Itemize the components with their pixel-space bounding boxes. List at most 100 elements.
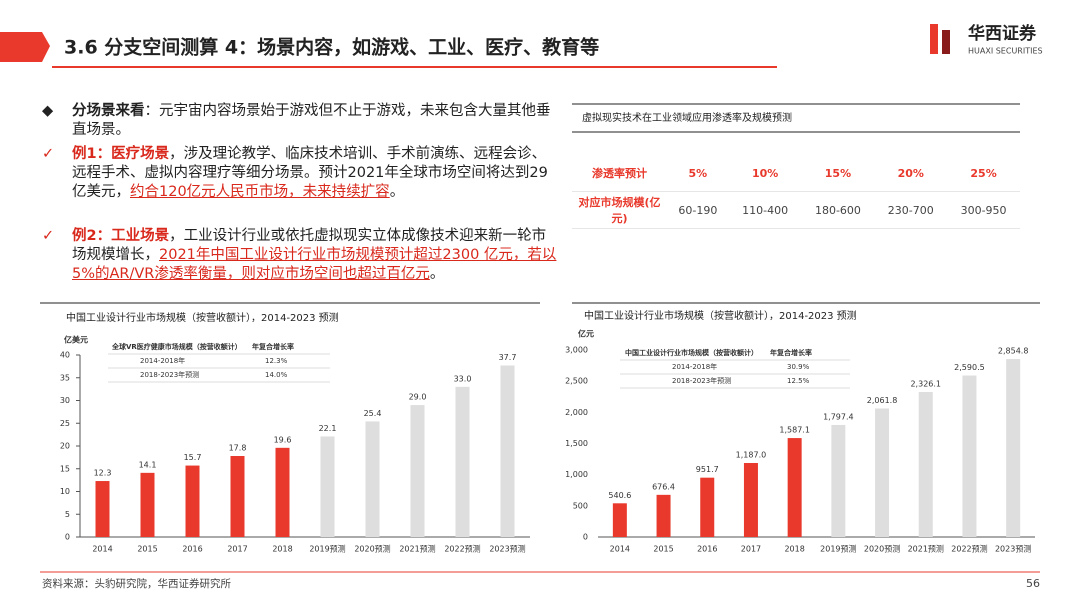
bar bbox=[410, 405, 425, 537]
bar bbox=[320, 436, 335, 537]
bullet: ✓ 例2：工业场景，工业设计行业或依托虚拟现实立体成像技术迎来新一轮市场规模增长，… bbox=[42, 228, 557, 282]
bullet-text: 。 bbox=[389, 184, 405, 200]
value-label: 37.7 bbox=[499, 353, 517, 362]
y-tick-label: 5 bbox=[65, 510, 70, 519]
value-label: 2,326.1 bbox=[910, 380, 941, 389]
value-label: 2,590.5 bbox=[954, 363, 985, 372]
y-tick-label: 500 bbox=[573, 501, 588, 510]
legend-cell: 14.0% bbox=[265, 371, 288, 379]
x-tick-label: 2023预测 bbox=[489, 544, 525, 554]
table-cell: 110-400 bbox=[728, 191, 802, 229]
value-label: 951.7 bbox=[696, 465, 719, 474]
bullet: ◆ 分场景来看：元宇宙内容场景始于游戏但不止于游戏，未来包含大量其他垂直场景。 bbox=[42, 103, 551, 138]
legend-cell: 2014-2018年 bbox=[140, 356, 185, 365]
value-label: 14.1 bbox=[139, 460, 157, 469]
forecast-table: 渗透率预计 5% 10% 15% 20% 25% 对应市场规模(亿元) 60-190 110-4… bbox=[572, 155, 1020, 229]
value-label: 22.1 bbox=[319, 424, 337, 433]
y-tick-label: 35 bbox=[60, 373, 70, 382]
x-tick-label: 2021预测 bbox=[399, 544, 435, 554]
value-label: 15.7 bbox=[184, 453, 202, 462]
legend-header: 中国工业设计行业市场规模（按营收额计） bbox=[625, 348, 758, 357]
value-label: 676.4 bbox=[652, 482, 675, 491]
bar bbox=[455, 386, 470, 537]
bullet-text: ，涉及理论教学、临床技术培训、手术前演练、远程会诊、远程手术、虚拟内容理疗等细分… bbox=[72, 146, 548, 200]
y-tick-label: 0 bbox=[65, 533, 70, 542]
x-tick-label: 2016 bbox=[697, 545, 717, 554]
legend-cell: 12.3% bbox=[265, 357, 288, 365]
x-tick-label: 2022预测 bbox=[951, 544, 987, 554]
value-label: 1,587.1 bbox=[779, 426, 810, 435]
legend-header: 年复合增长率 bbox=[770, 348, 812, 357]
x-tick-label: 2018 bbox=[784, 545, 804, 554]
logo-name: 华西证券 bbox=[968, 23, 1037, 44]
bar bbox=[700, 477, 715, 537]
bar bbox=[743, 463, 758, 537]
y-tick-label: 10 bbox=[60, 487, 70, 496]
value-label: 1,797.4 bbox=[823, 412, 854, 421]
table-cell: 180-600 bbox=[801, 191, 875, 229]
bullet-text: ，工业设计行业或依托虚拟现实立体成像技术迎来新一轮市场规模增长， bbox=[72, 228, 547, 263]
bar bbox=[140, 472, 155, 537]
y-tick-label: 30 bbox=[60, 396, 70, 405]
legend-cell: 2018-2023年预测 bbox=[140, 370, 199, 379]
bar bbox=[185, 465, 200, 537]
table-cell: 230-700 bbox=[874, 191, 948, 229]
y-tick-label: 20 bbox=[60, 442, 70, 451]
bar bbox=[1006, 359, 1021, 537]
value-label: 33.0 bbox=[454, 374, 472, 383]
value-label: 1,187.0 bbox=[736, 451, 767, 460]
table-cell: 10% bbox=[728, 155, 802, 192]
bullet-highlight: 约合120亿元人民币市场，未来持续扩容 bbox=[130, 184, 390, 200]
legend-cell: 2014-2018年 bbox=[672, 362, 717, 371]
x-tick-label: 2020预测 bbox=[354, 544, 390, 554]
table-row: 对应市场规模(亿元) 60-190 110-400 180-600 230-700 300… bbox=[572, 191, 1020, 229]
bullet-text: ：元宇宙内容场景始于游戏但不止于游戏，未来包含大量其他垂直场景。 bbox=[72, 103, 551, 138]
table-cell: 15% bbox=[801, 155, 875, 192]
bullet-lead: 例1：医疗场景 bbox=[72, 146, 170, 162]
value-label: 19.6 bbox=[274, 435, 292, 444]
value-label: 12.3 bbox=[94, 469, 112, 478]
table-cell: 渗透率预计 bbox=[572, 155, 667, 192]
y-tick-label: 15 bbox=[60, 464, 70, 473]
bar bbox=[500, 365, 515, 537]
bullet-highlight: 2021年中国工业设计行业市场规模预计超过2300 亿元，若以5%的AR/VR渗… bbox=[72, 247, 557, 282]
axis-unit: 亿元 bbox=[578, 329, 594, 339]
bar bbox=[787, 438, 802, 537]
table-cell: 60-190 bbox=[667, 191, 729, 229]
table-cell: 5% bbox=[667, 155, 729, 192]
bar bbox=[612, 503, 627, 537]
table-cell: 25% bbox=[947, 155, 1020, 192]
x-tick-label: 2015 bbox=[653, 545, 673, 554]
x-tick-label: 2014 bbox=[610, 545, 630, 554]
chart-title: 中国工业设计行业市场规模（按营收额计），2014-2023 预测 bbox=[584, 309, 857, 322]
x-tick-label: 2016 bbox=[182, 545, 202, 554]
footer-source: 资料来源：头豹研究院，华西证券研究所 bbox=[42, 577, 231, 590]
bar bbox=[918, 392, 933, 537]
bullet: ✓ 例1：医疗场景，涉及理论教学、临床技术培训、手术前演练、远程会诊、远程手术、虚… bbox=[42, 146, 548, 200]
value-label: 2,061.8 bbox=[867, 396, 898, 405]
legend-header: 年复合增长率 bbox=[252, 342, 294, 351]
bullet-text: 。 bbox=[429, 266, 445, 282]
logo-mark bbox=[930, 24, 938, 54]
table-title: 虚拟现实技术在工业领域应用渗透率及规模预测 bbox=[582, 111, 792, 124]
bullet-lead: 例2：工业场景 bbox=[72, 228, 170, 244]
x-tick-label: 2019预测 bbox=[309, 544, 345, 554]
x-tick-label: 2020预测 bbox=[864, 544, 900, 554]
bullet-lead: 分场景来看 bbox=[72, 103, 145, 119]
slide-title: 3.6 分支空间测算 4：场景内容，如游戏、工业、医疗、教育等 bbox=[64, 36, 599, 59]
value-label: 540.6 bbox=[608, 491, 631, 500]
chart-title: 中国工业设计行业市场规模（按营收额计），2014-2023 预测 bbox=[66, 311, 339, 324]
y-tick-label: 1,500 bbox=[565, 439, 588, 448]
value-label: 2,854.8 bbox=[998, 347, 1029, 356]
x-tick-label: 2014 bbox=[92, 545, 112, 554]
x-tick-label: 2019预测 bbox=[820, 544, 856, 554]
legend-cell: 2018-2023年预测 bbox=[672, 376, 731, 385]
y-tick-label: 2,500 bbox=[565, 377, 588, 386]
table-cell: 20% bbox=[874, 155, 948, 192]
bar bbox=[95, 481, 110, 537]
logo-sub: HUAXI SECURITIES bbox=[968, 47, 1043, 56]
x-tick-label: 2017 bbox=[227, 545, 247, 554]
legend-header: 全球VR医疗健康市场规模（按营收额计） bbox=[111, 342, 242, 351]
axis-unit: 亿美元 bbox=[64, 335, 88, 345]
table-cell: 300-950 bbox=[947, 191, 1020, 229]
